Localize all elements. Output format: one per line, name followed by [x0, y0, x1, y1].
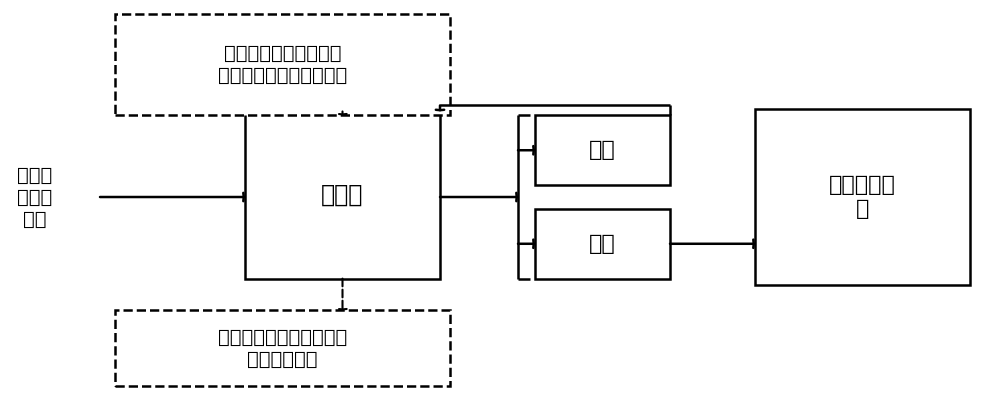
Bar — [535, 209, 670, 279]
Text: 第二步：混合玻璃化配料
后玻璃化反应: 第二步：混合玻璃化配料 后玻璃化反应 — [218, 328, 347, 369]
Text: 尾气处置系
统: 尾气处置系 统 — [829, 176, 896, 219]
Bar — [755, 109, 970, 285]
Text: 尾气: 尾气 — [589, 234, 616, 254]
Bar — [115, 310, 450, 386]
Text: 飞灰: 飞灰 — [589, 140, 616, 160]
Text: 第一步：在低于玻璃化
温度下焚烧、气化或热解: 第一步：在低于玻璃化 温度下焚烧、气化或热解 — [218, 44, 347, 85]
Text: 熔融炉: 熔融炉 — [321, 183, 364, 207]
Bar — [245, 111, 440, 279]
Bar — [535, 115, 670, 185]
Bar — [115, 14, 450, 115]
Text: 含有机
成分的
污泥: 含有机 成分的 污泥 — [17, 166, 53, 228]
